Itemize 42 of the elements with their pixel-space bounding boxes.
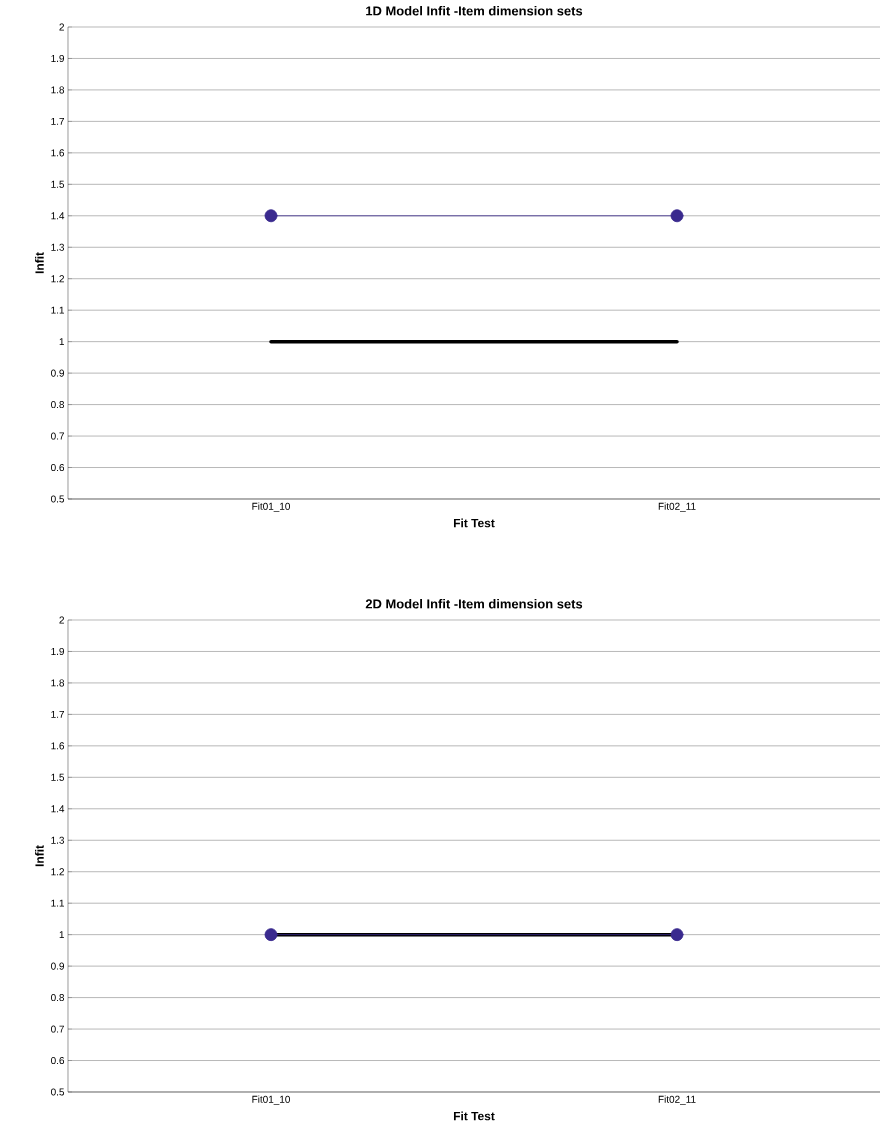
y-tick-label: 1.5 [51,773,65,781]
y-tick-label: 1 [59,338,64,346]
y-tick-label: 1.3 [51,836,65,844]
y-tick-label: 0.9 [51,369,65,377]
y-tick-label: 0.7 [51,432,64,440]
y-tick-label: 0.6 [51,1057,65,1065]
x-tick-label: Fit02_11 [658,1095,696,1105]
x-tick-label: Fit01_10 [252,1095,290,1105]
y-tick-label: 1.4 [51,212,65,220]
chart-title: 2D Model Infit -Item dimension sets [365,598,583,609]
y-tick-label: 0.8 [51,994,65,1002]
y-tick-label: 1.8 [51,86,65,94]
y-tick-label: 0.8 [51,401,65,409]
y-tick-label: 2 [59,23,64,31]
y-tick-label: 1.3 [51,243,65,251]
y-tick-label: 1.9 [51,54,65,62]
y-tick-label: 0.5 [51,495,65,503]
y-tick-label: 1.6 [51,149,65,157]
y-tick-label: 0.5 [51,1088,65,1096]
x-tick-label: Fit01_10 [252,502,290,512]
y-tick-label: 1.1 [51,306,64,314]
y-tick-label: 1.2 [51,275,64,283]
y-tick-label: 1.6 [51,742,65,750]
y-tick-label: 1.7 [51,117,64,125]
x-axis-title: Fit Test [453,518,495,528]
y-tick-label: 1.5 [51,180,65,188]
x-tick-label: Fit02_11 [658,502,696,512]
chart-title: 1D Model Infit -Item dimension sets [366,5,583,16]
y-tick-label: 0.9 [51,962,65,970]
y-axis-title: Infit [35,252,44,274]
y-tick-label: 1.4 [51,805,65,813]
x-axis-title: Fit Test [453,1111,495,1121]
y-tick-label: 0.6 [51,464,65,472]
y-tick-label: 1.8 [51,679,65,687]
y-tick-label: 1.7 [51,710,64,718]
y-tick-label: 1 [59,931,64,939]
y-tick-label: 1.2 [51,868,64,876]
y-tick-label: 0.7 [51,1025,64,1033]
y-tick-label: 1.1 [51,899,64,907]
y-tick-label: 1.9 [51,647,65,655]
y-tick-label: 2 [59,616,64,624]
y-axis-title: Infit [35,845,44,867]
